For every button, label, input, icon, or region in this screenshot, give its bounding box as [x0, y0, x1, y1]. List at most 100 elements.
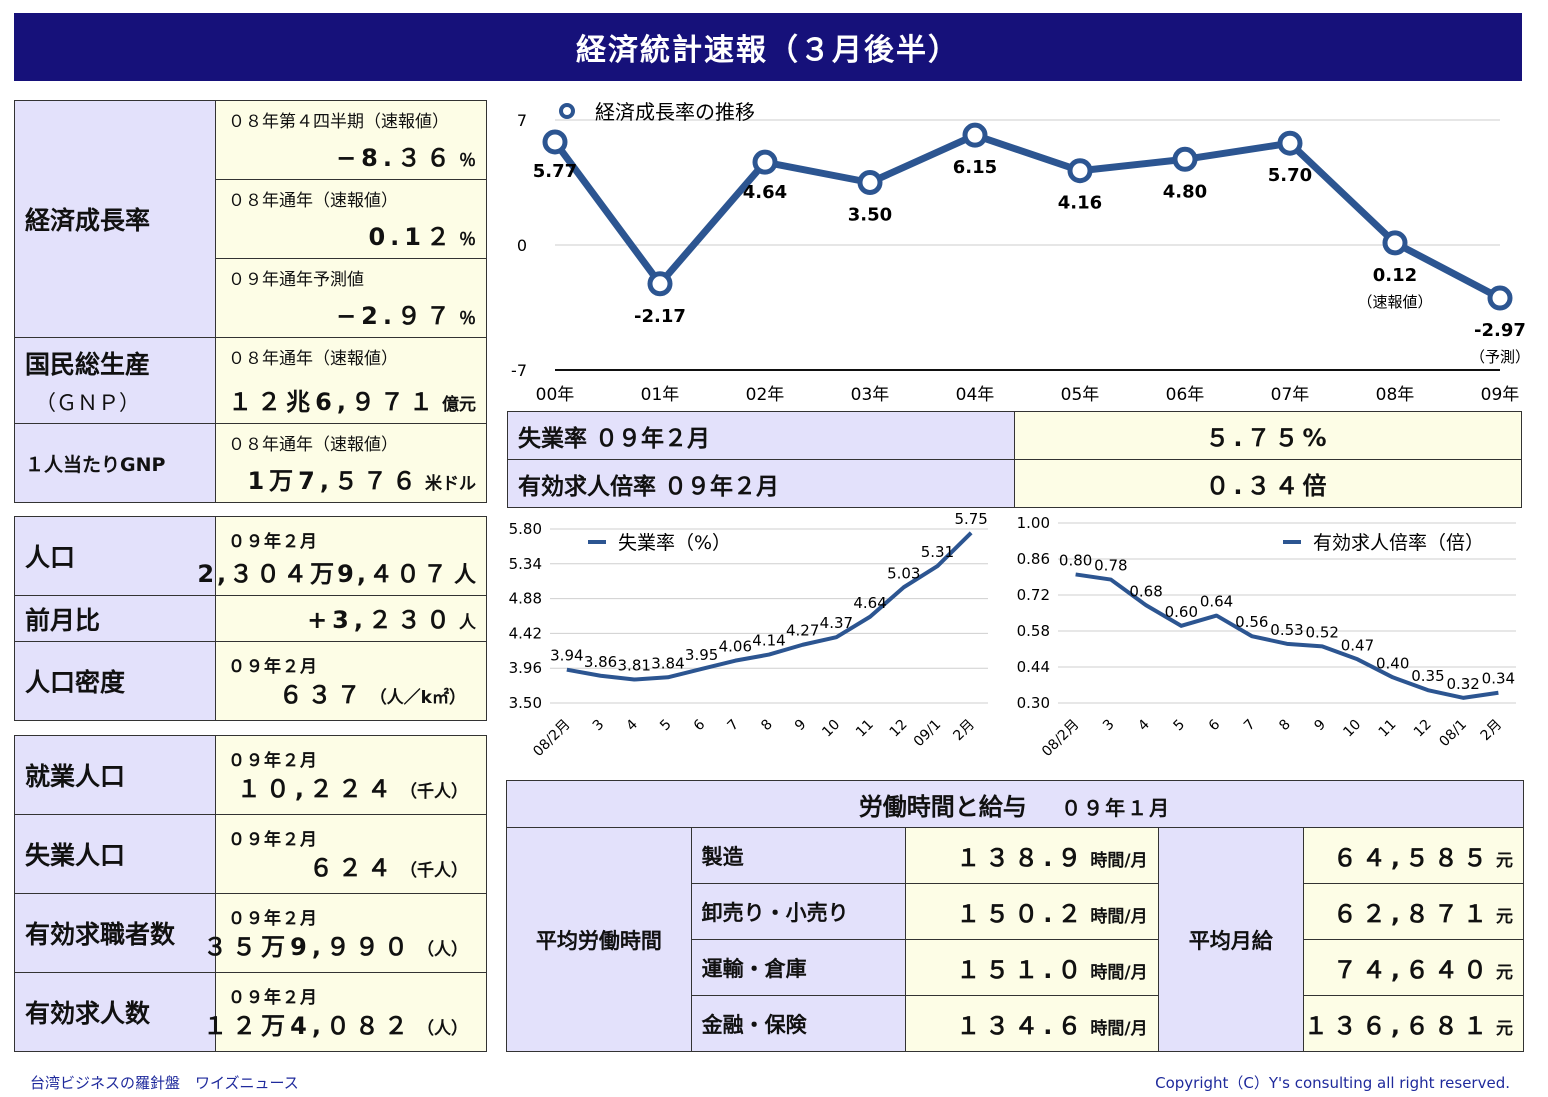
employed-cell: ０９年２月 １０,２２４ （千人）: [215, 735, 487, 815]
data-label: -2.17: [634, 306, 686, 327]
growth-2009-cell: ０９年通年予測値 −2.９７ ％: [215, 258, 487, 338]
data-label: 3.81: [618, 657, 651, 675]
mom-cell: +3,２３０ 人: [215, 595, 487, 642]
mom-unit: 人: [459, 613, 476, 633]
x-tick-label: 7: [1241, 717, 1259, 735]
industry-label: 運輸・倉庫: [690, 939, 907, 996]
data-note: （速報値）: [1357, 293, 1432, 311]
wage-cell: ７４,６４０ 元: [1302, 939, 1525, 996]
hours-unit: 時間/月: [1090, 1019, 1148, 1039]
data-label: 5.77: [533, 161, 577, 182]
x-tick-label: 6: [1206, 716, 1224, 734]
data-label: 4.64: [743, 182, 787, 203]
x-tick-label: 05年: [1061, 385, 1100, 405]
gnp-label-sub: （ＧＮＰ）: [35, 390, 140, 415]
employed-value: １０,２２４: [236, 775, 396, 803]
x-tick-label: 7: [725, 717, 743, 735]
data-point: [1172, 146, 1198, 172]
y-tick-label: 5.34: [509, 555, 542, 573]
y-tick-label: 0.58: [1017, 622, 1050, 640]
job-openings-unit: （人）: [417, 1019, 468, 1039]
x-tick-label: 02年: [746, 385, 785, 405]
series-line: [552, 131, 1502, 302]
x-tick-label: 12: [887, 717, 911, 741]
x-tick-label: 08/2月: [1039, 717, 1082, 760]
data-label: 4.37: [820, 614, 853, 632]
gnp-pc-label: １人当たりGNP: [14, 423, 216, 503]
gnp-cell: ０８年通年（速報値） １２兆6,９７１ 億元: [215, 337, 487, 424]
labor-header-title: 労働時間と給与: [858, 792, 1027, 821]
footer-copyright: Copyright（C）Y's consulting all right res…: [1155, 1074, 1510, 1092]
data-label: 0.47: [1341, 636, 1374, 654]
x-tick-label: 11: [1376, 717, 1400, 741]
legend-label: 経済成長率の推移: [595, 100, 755, 124]
data-label: 0.40: [1376, 654, 1409, 672]
x-tick-label: 09/1: [911, 717, 945, 751]
hours-cell: １５１.０ 時間/月: [905, 939, 1159, 996]
data-label: 0.52: [1306, 623, 1339, 641]
series-line: [566, 531, 973, 682]
job-opening-ratio-chart: 1.00 0.86 0.72 0.58 0.44 0.30 08/2月 3 4 5 6 7 8 9 10 11…: [1017, 514, 1516, 760]
gnp-pc-unit: 米ドル: [425, 474, 476, 494]
data-label: 6.15: [953, 157, 997, 178]
data-label: 0.80: [1059, 551, 1092, 569]
employed-sub: ０９年２月: [228, 751, 318, 771]
y-tick-label: 4.88: [509, 590, 542, 608]
data-label: 5.03: [887, 564, 920, 582]
density-value: ６３７: [278, 681, 366, 709]
y-tick-label: 0.86: [1017, 550, 1050, 568]
job-seekers-unit: （人）: [417, 940, 468, 960]
data-point: [542, 129, 568, 155]
data-label: 5.75: [954, 510, 987, 528]
x-tick-label: 5: [1171, 717, 1189, 735]
x-tick-label: 2月: [950, 717, 978, 745]
data-point: [752, 149, 778, 175]
y-tick-label: 5.80: [509, 520, 542, 538]
data-point: [857, 170, 883, 195]
x-tick-label: 9: [1311, 717, 1329, 735]
job-openings-cell: ０９年２月 １２万4,０８２ （人）: [203, 972, 487, 1052]
growth-2009-sub: ０９年通年予測値: [228, 270, 364, 290]
x-tick-label: 6: [691, 716, 709, 734]
hours-value: １５０.２: [956, 900, 1087, 928]
job-openings-sub: ０９年２月: [228, 988, 318, 1008]
gdp-growth-chart: 7 0 -7 00年 01年 02年 03年 04年 05年 06年 07年 08年 09年 経済成長率の…: [511, 100, 1530, 405]
unemployed-cell: ０９年２月 ６２４ （千人）: [215, 814, 487, 894]
y-tick-label: 7: [517, 111, 527, 130]
wage-unit: 元: [1496, 963, 1513, 983]
x-tick-label: 12: [1411, 717, 1435, 741]
job-seekers-label: 有効求職者数: [14, 893, 216, 973]
data-label: 0.60: [1165, 603, 1198, 621]
data-point: [1277, 130, 1303, 156]
unemployed-label: 失業人口: [14, 814, 216, 894]
density-cell: ０９年２月 ６３７ （人／k㎡）: [215, 641, 487, 721]
x-tick-label: 10: [819, 717, 843, 741]
wage-unit: 元: [1496, 907, 1513, 927]
x-tick-label: 11: [853, 717, 877, 741]
unemp-rate-value: ５.７５%: [1014, 411, 1522, 460]
y-tick-label: 0: [517, 236, 527, 255]
hours-cell: １３４.６ 時間/月: [905, 995, 1159, 1052]
job-seekers-cell: ０９年２月 ３５万9,９９０ （人）: [203, 893, 487, 973]
data-label: 3.50: [848, 205, 892, 226]
data-label: 3.94: [550, 647, 583, 665]
unemployed-value: ６２４: [309, 854, 396, 882]
data-label: 3.84: [651, 654, 684, 672]
unemployed-sub: ０９年２月: [228, 830, 318, 850]
data-label: 4.16: [1058, 193, 1102, 214]
data-label: 4.14: [752, 632, 785, 650]
unemployed-unit: （千人）: [400, 861, 468, 881]
unemployment-summary: 失業率 ０９年２月 ５.７５% 有効求人倍率 ０９年２月 ０.３４倍: [507, 411, 1522, 508]
x-tick-label: 2月: [1478, 717, 1506, 745]
data-note: （予測）: [1470, 348, 1530, 366]
growth-q4-sub: ０８年第４四半期（速報値）: [228, 112, 449, 132]
growth-q4-cell: ０８年第４四半期（速報値） −8.３６ ％: [215, 100, 487, 180]
x-tick-label: 5: [657, 717, 675, 735]
industry-label: 金融・保険: [690, 995, 907, 1052]
data-point: [647, 271, 673, 297]
growth-2009-unit: ％: [459, 309, 476, 329]
y-tick-label: 0.30: [1017, 694, 1050, 712]
growth-2009-value: −2.９７: [336, 302, 455, 330]
density-sub: ０９年２月: [228, 657, 318, 677]
x-tick-label: 00年: [536, 385, 575, 405]
